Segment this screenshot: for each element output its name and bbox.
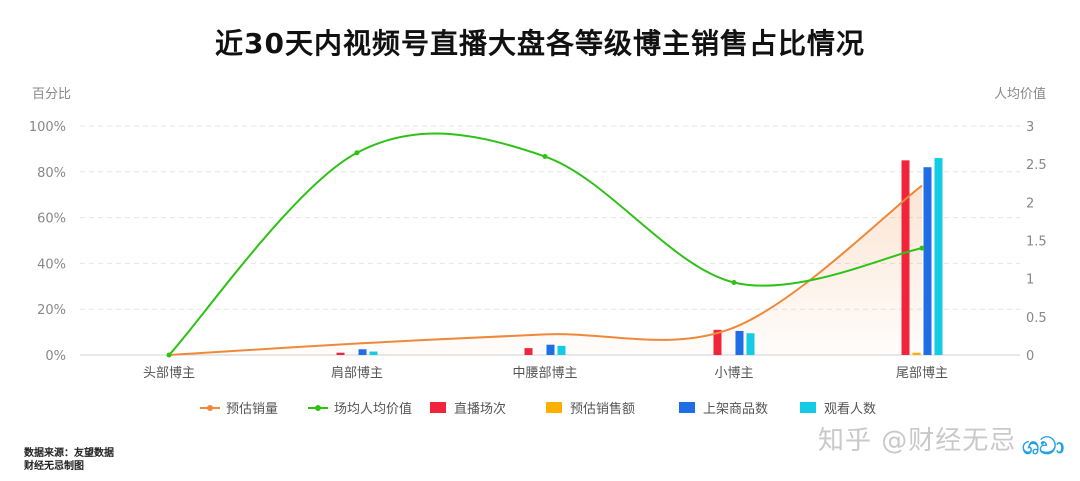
bar-layer <box>336 158 943 355</box>
bar-上架商品数 <box>923 167 932 355</box>
legend-swatch-上架商品数 <box>679 402 695 413</box>
chart-title: 近30天内视频号直播大盘各等级博主销售占比情况 <box>215 27 865 60</box>
bar-直播场次 <box>901 160 910 355</box>
right-tick-label: 2 <box>1026 196 1034 211</box>
point-场均人均价值 <box>731 279 737 285</box>
right-tick-label: 3 <box>1026 120 1034 135</box>
bar-直播场次 <box>524 348 533 355</box>
point-场均人均价值 <box>166 352 172 358</box>
line-layer <box>166 132 925 358</box>
legend-label: 上架商品数 <box>703 402 768 417</box>
left-tick-label: 0% <box>45 349 66 364</box>
right-axis-title: 人均价值 <box>994 87 1047 102</box>
legend-label: 预估销量 <box>226 402 278 417</box>
category-label: 中腰部博主 <box>512 366 577 381</box>
right-tick-label: 1 <box>1026 273 1034 288</box>
left-tick-label: 100% <box>29 120 66 135</box>
legend-marker-场均人均价值 <box>315 405 321 411</box>
category-label: 小博主 <box>714 366 753 381</box>
bar-直播场次 <box>336 352 345 355</box>
left-axis-title: 百分比 <box>32 87 72 102</box>
left-tick-label: 60% <box>37 212 66 227</box>
legend-swatch-直播场次 <box>430 402 446 413</box>
legend-swatch-预估销售额 <box>546 402 562 413</box>
bar-观看人数 <box>934 158 943 355</box>
left-tick-label: 20% <box>37 303 66 318</box>
bar-观看人数 <box>746 333 755 355</box>
bar-上架商品数 <box>735 330 744 355</box>
bar-上架商品数 <box>358 349 367 355</box>
category-label: 肩部博主 <box>331 365 383 381</box>
point-场均人均价值 <box>542 154 548 160</box>
bar-上架商品数 <box>546 344 555 355</box>
legend-label: 场均人均价值 <box>334 401 412 417</box>
bar-观看人数 <box>369 351 378 355</box>
sales-area <box>169 185 922 355</box>
right-tick-label: 2.5 <box>1026 158 1047 173</box>
right-tick-label: 1.5 <box>1026 235 1047 250</box>
legend-label: 直播场次 <box>454 401 506 417</box>
bar-观看人数 <box>557 345 566 355</box>
bar-直播场次 <box>713 329 722 355</box>
right-tick-label: 0 <box>1026 349 1034 364</box>
category-label: 头部博主 <box>143 366 195 381</box>
point-场均人均价值 <box>354 150 360 156</box>
left-tick-label: 40% <box>37 257 66 272</box>
brand-logo: ශවා <box>1022 432 1065 460</box>
category-label: 尾部博主 <box>896 366 948 381</box>
legend-label: 观看人数 <box>824 401 876 417</box>
legend-swatch-观看人数 <box>800 402 816 413</box>
area-layer <box>169 185 922 355</box>
tick-labels: 0% 20% 40% 60% 80% 100% 0 0.5 1 1.5 2 2.5 3 头部博主 肩部博主 中… <box>29 120 1047 381</box>
legend-label: 预估销售额 <box>570 401 635 417</box>
legend: 预估销量 场均人均价值 直播场次 预估销售额 上架商品数 观看人数 <box>200 401 876 417</box>
source-note: 数据来源：友望数据 <box>24 448 114 459</box>
bar-预估销售额 <box>912 352 921 355</box>
point-场均人均价值 <box>919 245 925 251</box>
author-note: 财经无忌制图 <box>24 461 84 472</box>
right-tick-label: 0.5 <box>1026 311 1047 326</box>
watermark-text: 知乎 @财经无忌 <box>818 426 1017 456</box>
legend-marker-预估销量 <box>207 405 213 411</box>
left-tick-label: 80% <box>37 166 66 181</box>
